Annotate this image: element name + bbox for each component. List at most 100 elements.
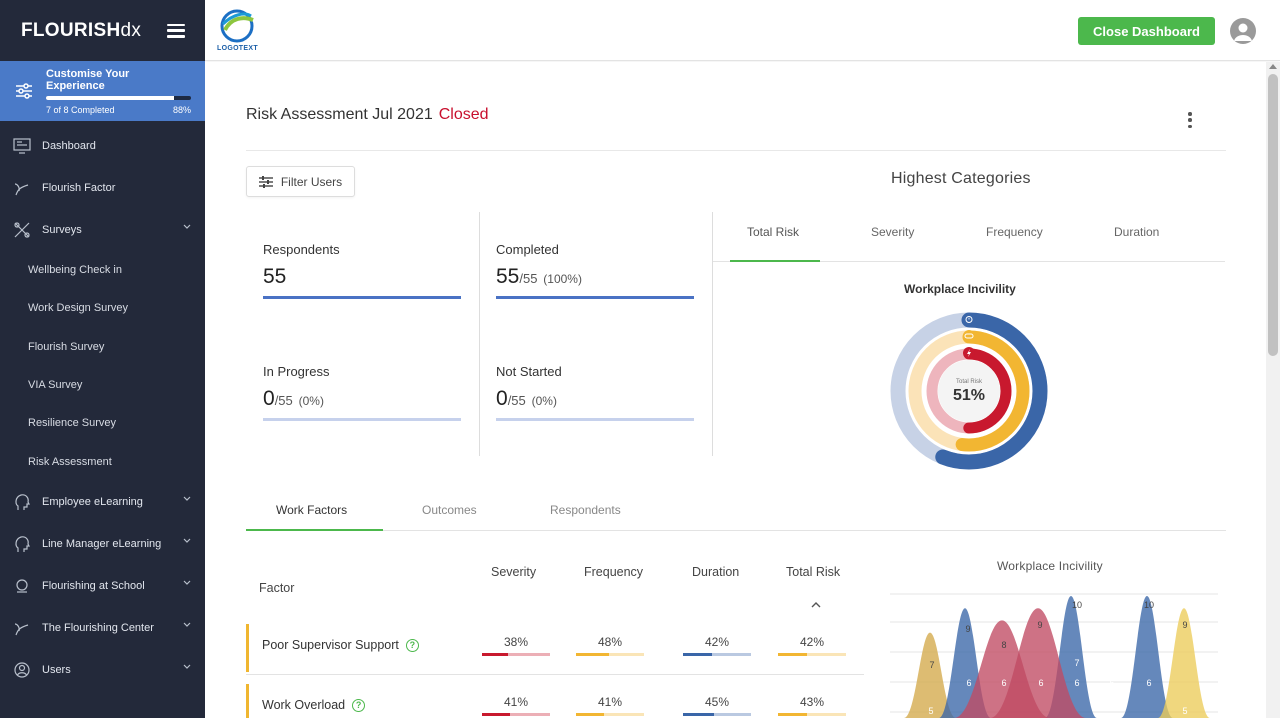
sidebar-item-flourish-factor[interactable]: Flourish Factor bbox=[0, 167, 205, 209]
highest-categories-title: Highest Categories bbox=[891, 170, 1031, 187]
sidebar-item-label: Flourish Factor bbox=[42, 182, 116, 194]
sidebar-subitem-risk-assessment[interactable]: Risk Assessment bbox=[28, 455, 112, 468]
risk-donut-chart: Total Risk 51% bbox=[890, 312, 1048, 470]
total-risk-bar bbox=[778, 713, 846, 716]
chevron-down-icon bbox=[183, 496, 191, 501]
logo-text: LOGOTEXT bbox=[217, 45, 258, 52]
tab-work-factors[interactable]: Work Factors bbox=[276, 503, 348, 517]
data-label: 5 bbox=[928, 706, 933, 716]
total-risk-bar bbox=[778, 653, 846, 656]
stat-not-started: Not Started 0/55 (0%) bbox=[496, 364, 696, 421]
sidebar-item-the-flourishing-center[interactable]: The Flourishing Center bbox=[0, 607, 205, 649]
chevron-down-icon bbox=[183, 538, 191, 543]
menu-icon[interactable] bbox=[167, 23, 185, 38]
center-icon bbox=[12, 618, 32, 638]
duration-cell: 45% bbox=[683, 695, 751, 716]
sort-ascending-icon[interactable] bbox=[811, 600, 821, 608]
sidebar-item-surveys[interactable]: Surveys bbox=[0, 209, 205, 251]
customise-title: Customise Your Experience bbox=[46, 67, 130, 92]
data-label: 7 bbox=[1074, 658, 1079, 668]
tab-outcomes[interactable]: Outcomes bbox=[422, 503, 477, 517]
stat-respondents: Respondents 55 bbox=[263, 242, 463, 299]
column-header-frequency[interactable]: Frequency bbox=[584, 565, 644, 579]
frequency-cell: 41% bbox=[576, 695, 644, 716]
category-tabs: Total Risk Severity Frequency Duration bbox=[713, 212, 1225, 262]
chevron-down-icon bbox=[183, 664, 191, 669]
customise-banner[interactable]: Customise Your Experience 7 of 8 Complet… bbox=[0, 61, 205, 121]
sidebar-item-flourishing-at-school[interactable]: Flourishing at School bbox=[0, 565, 205, 607]
severity-cell: 41% bbox=[482, 695, 550, 716]
vertical-scrollbar[interactable] bbox=[1266, 62, 1280, 718]
tab-total-risk[interactable]: Total Risk bbox=[747, 225, 800, 239]
head-icon bbox=[12, 534, 32, 554]
column-header-severity[interactable]: Severity bbox=[491, 565, 537, 579]
data-label: 5 bbox=[1182, 706, 1187, 716]
data-label: 6 bbox=[1038, 678, 1043, 688]
school-icon bbox=[12, 576, 32, 596]
column-header-duration[interactable]: Duration bbox=[692, 565, 740, 579]
data-label: 6 bbox=[1074, 678, 1079, 688]
sidebar-subitem-work-design-survey[interactable]: Work Design Survey bbox=[28, 302, 129, 315]
frequency-bar bbox=[576, 713, 644, 716]
column-header-total-risk[interactable]: Total Risk bbox=[786, 565, 841, 579]
tab-respondents[interactable]: Respondents bbox=[550, 503, 621, 517]
sidebar-item-label: Surveys bbox=[42, 224, 82, 236]
table-row[interactable]: Poor Supervisor Support? 38% 48% 42% 42% bbox=[246, 624, 864, 672]
area-series-0 bbox=[904, 632, 956, 718]
customise-percent: 88% bbox=[172, 104, 191, 115]
sidebar-item-label: The Flourishing Center bbox=[42, 621, 154, 634]
tab-duration[interactable]: Duration bbox=[1114, 225, 1160, 239]
filter-users-button[interactable]: Filter Users bbox=[246, 166, 355, 197]
area-series-2 bbox=[990, 608, 1086, 718]
scroll-up-icon[interactable] bbox=[1269, 64, 1277, 69]
brand-header: FLOURISHdx bbox=[0, 0, 205, 61]
tab-frequency[interactable]: Frequency bbox=[986, 225, 1043, 239]
sidebar-subitem-resilience-survey[interactable]: Resilience Survey bbox=[28, 417, 117, 430]
donut-center-label: Total Risk bbox=[956, 379, 983, 385]
head-icon bbox=[12, 492, 32, 512]
table-row[interactable]: Work Overload? 41% 41% 45% 43% bbox=[246, 684, 864, 718]
donut-title: Workplace Incivility bbox=[904, 282, 1016, 296]
data-label: 9 bbox=[1182, 620, 1187, 630]
sidebar-subitem-flourish-survey[interactable]: Flourish Survey bbox=[28, 340, 105, 353]
sidebar-item-users[interactable]: Users bbox=[0, 649, 205, 691]
incivility-chart-title: Workplace Incivility bbox=[997, 559, 1103, 573]
tab-severity[interactable]: Severity bbox=[871, 225, 915, 239]
sidebar-item-employee-elearning[interactable]: Employee eLearning bbox=[0, 481, 205, 523]
sidebar-item-dashboard[interactable]: Dashboard bbox=[0, 125, 205, 167]
dashboard-icon bbox=[12, 136, 32, 156]
severity-cell: 38% bbox=[482, 635, 550, 656]
factor-name: Poor Supervisor Support? bbox=[262, 638, 419, 652]
divider bbox=[479, 212, 480, 456]
chevron-down-icon bbox=[183, 224, 191, 229]
total-risk-cell: 43% bbox=[778, 695, 846, 716]
sliders-icon bbox=[16, 83, 32, 99]
area-series-1 bbox=[1121, 596, 1173, 718]
divider bbox=[246, 674, 864, 675]
help-icon[interactable]: ? bbox=[352, 698, 366, 712]
flourish-factor-icon bbox=[12, 178, 32, 198]
column-header-factor: Factor bbox=[259, 581, 295, 595]
stopwatch-icon bbox=[963, 313, 975, 325]
company-logo[interactable] bbox=[217, 8, 261, 54]
help-icon[interactable]: ? bbox=[405, 638, 419, 652]
sidebar-item-label: Users bbox=[42, 663, 71, 676]
brand-logo[interactable]: FLOURISHdx bbox=[21, 19, 142, 41]
active-tab-indicator bbox=[730, 260, 820, 262]
severity-bar bbox=[482, 713, 550, 716]
data-label: 6 bbox=[1146, 678, 1151, 688]
row-accent bbox=[246, 624, 249, 672]
scrollbar-thumb[interactable] bbox=[1268, 74, 1278, 356]
stat-in-progress: In Progress 0/55 (0%) bbox=[263, 364, 463, 421]
close-dashboard-button[interactable]: Close Dashboard bbox=[1078, 17, 1215, 45]
sidebar-item-line-manager-elearning[interactable]: Line Manager eLearning bbox=[0, 523, 205, 565]
avatar[interactable] bbox=[1230, 18, 1256, 44]
data-label: 10 bbox=[1144, 600, 1154, 610]
customise-progress-bar bbox=[46, 95, 191, 100]
sidebar-item-label: Employee eLearning bbox=[42, 495, 143, 508]
area-series-3 bbox=[1158, 608, 1210, 718]
more-options-icon[interactable] bbox=[1187, 112, 1193, 128]
sidebar-subitem-wellbeing-check-in[interactable]: Wellbeing Check in bbox=[28, 264, 122, 277]
sidebar-subitem-via-survey[interactable]: VIA Survey bbox=[28, 379, 83, 392]
data-label: 10 bbox=[1072, 600, 1082, 610]
